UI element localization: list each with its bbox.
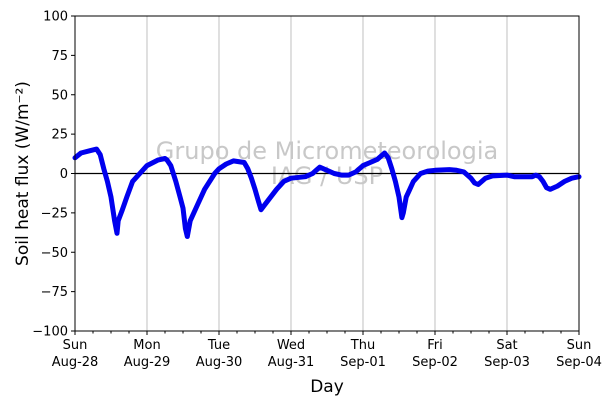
y-tick-label: 25 [51, 128, 68, 143]
y-tick-label: 50 [51, 88, 68, 103]
y-tick-label: −75 [41, 285, 68, 300]
y-axis-title-text: Soil heat flux [13, 155, 33, 266]
y-tick-label: −25 [41, 206, 68, 221]
x-tick-date: Aug-28 [52, 355, 99, 370]
x-tick-date: Aug-29 [124, 355, 171, 370]
x-tick-date: Sep-03 [484, 355, 530, 370]
y-tick-label: 0 [60, 167, 68, 182]
y-tick-label: −100 [32, 325, 68, 340]
x-tick-date: Sep-04 [556, 355, 602, 370]
y-axis-title: Soil heat flux (W/m⁻²) [13, 81, 33, 266]
x-axis-ticks: Sun Aug-28 Mon Aug-29 Tue Aug-30 Wed Aug-31 Thu S… [52, 331, 602, 370]
x-tick-weekday: Tue [207, 338, 230, 353]
x-tick-date: Sep-01 [340, 355, 386, 370]
x-axis-title: Day [310, 377, 344, 397]
x-tick-weekday: Fri [427, 338, 443, 353]
x-tick-weekday: Sun [567, 338, 592, 353]
watermark-line-1: Grupo de Micrometeorologia [156, 137, 498, 165]
x-tick-weekday: Sun [63, 338, 88, 353]
y-axis-title-unit: (W/m⁻²) [13, 81, 33, 149]
x-tick-weekday: Wed [277, 338, 305, 353]
x-tick-weekday: Mon [133, 338, 160, 353]
x-tick-date: Aug-31 [268, 355, 315, 370]
x-tick-weekday: Thu [350, 338, 375, 353]
x-tick-date: Sep-02 [412, 355, 458, 370]
y-tick-label: 75 [51, 49, 68, 64]
y-axis-ticks: −100 −75 −50 −25 0 25 50 75 100 [32, 10, 75, 340]
x-tick-date: Aug-30 [196, 355, 243, 370]
x-tick-weekday: Sat [496, 338, 517, 353]
series-group [72, 146, 582, 239]
series-line-0 [72, 146, 582, 239]
y-tick-label: −50 [41, 246, 68, 261]
y-tick-label: 100 [43, 10, 68, 25]
